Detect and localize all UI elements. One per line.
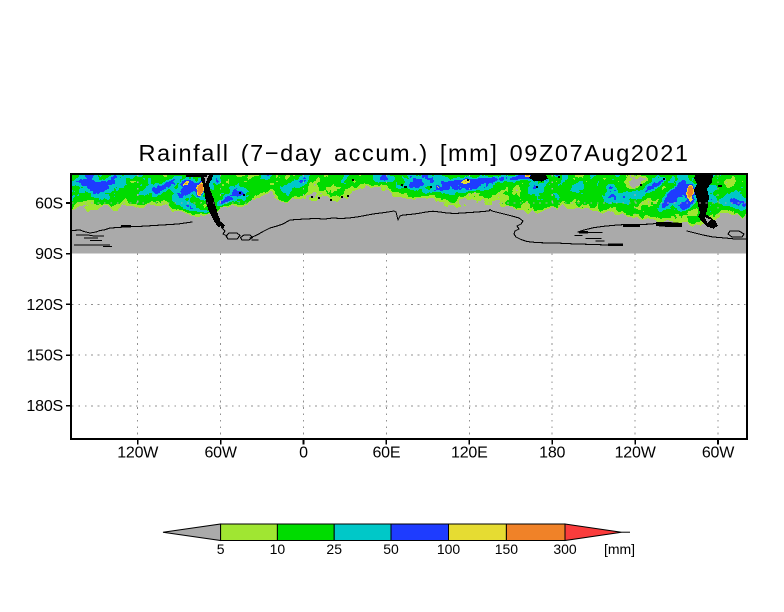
svg-text:180: 180 xyxy=(539,445,565,462)
svg-text:60W: 60W xyxy=(204,445,237,462)
svg-text:Rainfall (7−day accum.) [mm] 0: Rainfall (7−day accum.) [mm] 09Z07Aug202… xyxy=(138,140,689,166)
svg-text:120W: 120W xyxy=(117,445,159,462)
svg-text:180S: 180S xyxy=(26,398,63,415)
svg-text:10: 10 xyxy=(270,541,286,557)
svg-text:300: 300 xyxy=(553,541,577,557)
svg-text:0: 0 xyxy=(299,445,308,462)
svg-text:90S: 90S xyxy=(35,246,63,263)
svg-text:120E: 120E xyxy=(451,445,488,462)
svg-text:25: 25 xyxy=(326,541,342,557)
svg-text:100: 100 xyxy=(437,541,461,557)
svg-text:[mm]: [mm] xyxy=(604,541,635,557)
svg-text:60W: 60W xyxy=(702,445,735,462)
svg-text:120W: 120W xyxy=(615,445,657,462)
svg-text:150: 150 xyxy=(495,541,519,557)
svg-text:50: 50 xyxy=(383,541,399,557)
svg-text:60S: 60S xyxy=(35,195,63,212)
svg-text:120S: 120S xyxy=(26,297,63,314)
svg-text:150S: 150S xyxy=(26,348,63,365)
svg-text:60E: 60E xyxy=(372,445,400,462)
svg-text:5: 5 xyxy=(217,541,225,557)
